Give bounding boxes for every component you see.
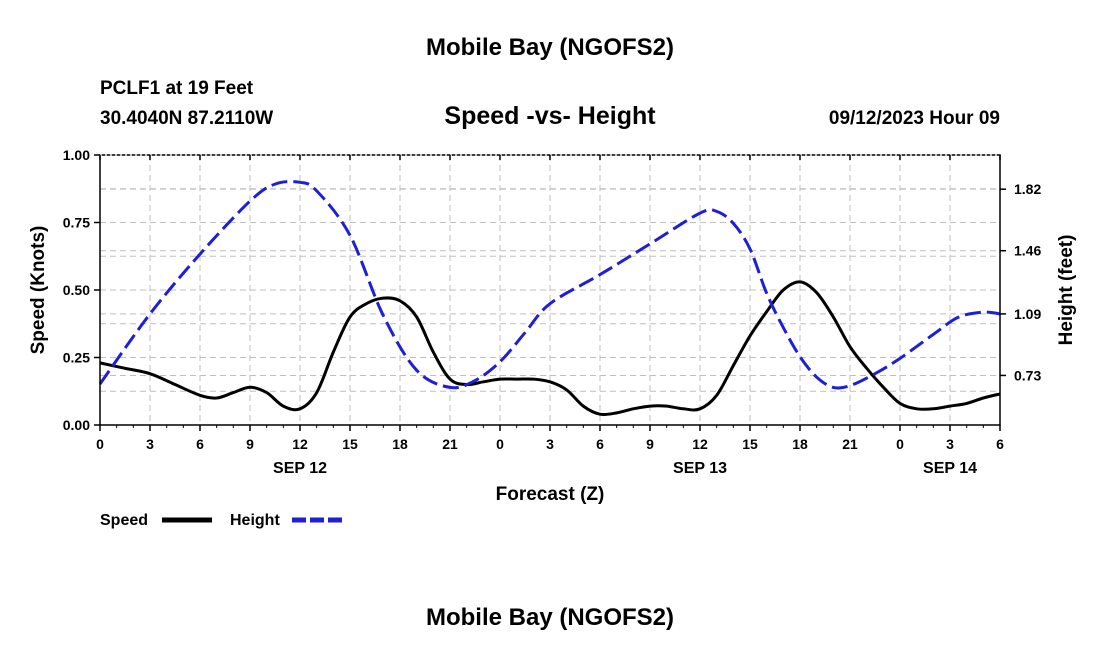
y-left-tick-label: 0.00 <box>63 417 90 433</box>
x-tick-label: 9 <box>646 436 654 452</box>
x-axis-label: Forecast (Z) <box>496 484 605 505</box>
x-tick-label: 15 <box>342 436 358 452</box>
y-right-tick-label: 0.73 <box>1014 367 1041 383</box>
x-tick-label: 21 <box>442 436 458 452</box>
x-tick-label: 18 <box>392 436 408 452</box>
y-left-tick-label: 0.75 <box>63 215 90 231</box>
y-right-tick-label: 1.46 <box>1014 243 1041 259</box>
x-tick-label: 3 <box>546 436 554 452</box>
x-tick-label: 21 <box>842 436 858 452</box>
x-tick-label: 6 <box>196 436 204 452</box>
grid-lines <box>100 155 1000 425</box>
x-tick-label: 15 <box>742 436 758 452</box>
y-right-tick-label: 1.82 <box>1014 181 1041 197</box>
date-label: SEP 14 <box>923 460 977 477</box>
x-tick-label: 0 <box>896 436 904 452</box>
x-tick-label: 3 <box>946 436 954 452</box>
legend: Speed Height <box>100 512 342 529</box>
date-label: SEP 13 <box>673 460 727 477</box>
y-left-tick-label: 0.50 <box>63 282 90 298</box>
x-tick-label: 6 <box>996 436 1004 452</box>
y-axis-right-label: Height (feet) <box>1056 235 1077 346</box>
series-line-height <box>98 180 1001 390</box>
legend-label-height: Height <box>230 512 280 529</box>
y-left-tick-label: 1.00 <box>63 147 90 163</box>
date-label: SEP 12 <box>273 460 327 477</box>
chart-subtitle: Speed -vs- Height <box>444 102 656 130</box>
forecast-datetime: 09/12/2023 Hour 09 <box>829 108 1000 129</box>
legend-label-speed: Speed <box>100 512 148 529</box>
x-tick-label: 12 <box>692 436 708 452</box>
x-tick-label: 9 <box>246 436 254 452</box>
axes <box>94 154 1006 431</box>
series-line-speed <box>99 280 1001 417</box>
x-tick-label: 0 <box>496 436 504 452</box>
series-lines <box>98 180 1001 417</box>
x-tick-label: 18 <box>792 436 808 452</box>
x-tick-label: 6 <box>596 436 604 452</box>
x-tick-label: 0 <box>96 436 104 452</box>
y-left-tick-label: 0.25 <box>63 350 90 366</box>
y-right-tick-label: 1.09 <box>1014 306 1041 322</box>
x-tick-label: 12 <box>292 436 308 452</box>
x-tick-label: 3 <box>146 436 154 452</box>
tick-labels: 0 3 6 9 12 15 18 21 0 3 6 9 12 15 18 21 0 3 6 SEP 12 SEP 13 S… <box>63 147 1042 477</box>
chart-main-title: Mobile Bay (NGOFS2) <box>426 34 674 61</box>
chart-footer-title: Mobile Bay (NGOFS2) <box>426 604 674 631</box>
y-axis-left-label: Speed (Knots) <box>28 226 49 355</box>
station-name: PCLF1 at 19 Feet <box>100 78 254 99</box>
station-coords: 30.4040N 87.2110W <box>100 108 273 129</box>
